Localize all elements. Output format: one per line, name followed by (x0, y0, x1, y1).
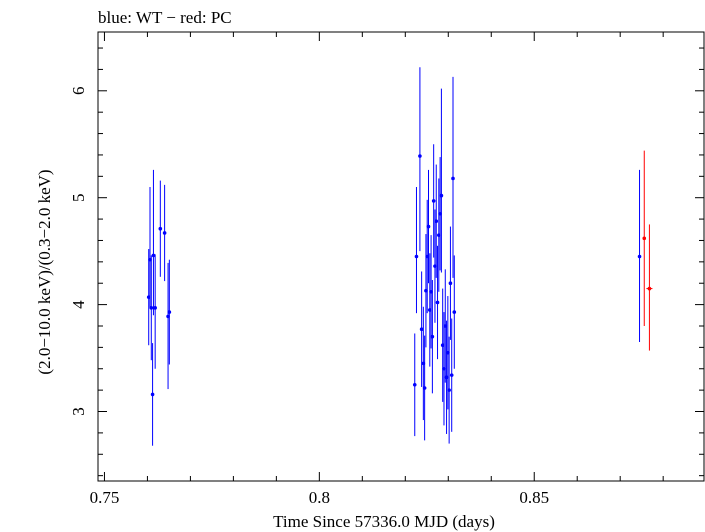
y-tick-label: 5 (69, 193, 88, 202)
point-marker (419, 327, 424, 331)
y-tick-label: 3 (69, 407, 88, 416)
data-point (150, 343, 155, 446)
data-point (158, 180, 163, 277)
data-point (412, 333, 417, 437)
point-marker (149, 306, 154, 310)
data-point (439, 88, 444, 273)
point-marker (448, 281, 453, 286)
data-point (435, 245, 440, 360)
data-point (419, 271, 424, 387)
point-marker (435, 300, 440, 305)
point-marker (153, 306, 157, 310)
point-marker (449, 373, 454, 377)
point-marker (451, 176, 455, 181)
point-marker (642, 236, 647, 241)
y-tick-label: 4 (69, 300, 88, 309)
data-point (153, 254, 157, 369)
point-marker (167, 310, 172, 314)
data-point (430, 280, 435, 394)
series-wt (146, 67, 642, 446)
data-point (431, 144, 436, 258)
point-marker (150, 392, 155, 397)
data-point (422, 335, 427, 441)
x-axis-label: Time Since 57336.0 MJD (days) (273, 512, 495, 531)
point-marker (412, 382, 417, 387)
data-point (447, 336, 451, 444)
point-marker (431, 199, 436, 203)
axis-ticks (98, 32, 704, 481)
point-marker (434, 219, 439, 224)
point-marker (637, 254, 642, 259)
data-point (451, 76, 455, 278)
point-marker (439, 193, 444, 198)
data-point (162, 184, 167, 282)
point-marker (418, 154, 422, 158)
axis-tick-labels: 0.75 0.8 0.85 3 4 5 6 (69, 87, 549, 507)
point-marker (426, 224, 431, 229)
chart-title: blue: WT − red: PC (98, 8, 232, 27)
data-point (151, 169, 156, 316)
data-point (149, 255, 154, 361)
x-tick-label: 0.85 (519, 488, 549, 507)
point-marker (447, 388, 451, 392)
data-point (637, 169, 642, 343)
data-point (414, 187, 419, 314)
data-point (434, 164, 439, 278)
x-tick-label: 0.8 (309, 488, 330, 507)
point-marker (162, 231, 167, 235)
data-point (167, 259, 172, 365)
point-marker (647, 286, 652, 291)
point-marker (422, 386, 427, 390)
data-point (426, 169, 431, 284)
data-point (448, 226, 453, 340)
data-series (146, 67, 653, 446)
data-point (646, 224, 653, 351)
data-point (418, 67, 422, 252)
x-tick-label: 0.75 (90, 488, 120, 507)
data-point (452, 255, 457, 369)
y-tick-label: 6 (69, 87, 88, 96)
plot-frame (97, 31, 705, 482)
point-marker (414, 254, 419, 259)
point-marker (158, 226, 163, 231)
series-pc (642, 150, 653, 351)
point-marker (151, 253, 156, 258)
data-point (642, 150, 647, 326)
point-marker (430, 334, 435, 339)
y-axis-label: (2.0−10.0 keV)/(0.3−2.0 keV) (35, 169, 54, 374)
point-marker (452, 310, 457, 314)
data-point (449, 318, 454, 432)
